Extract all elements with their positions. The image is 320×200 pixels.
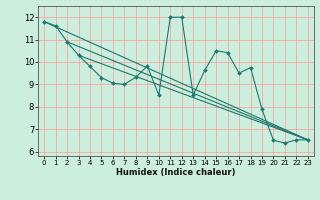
X-axis label: Humidex (Indice chaleur): Humidex (Indice chaleur) [116,168,236,177]
